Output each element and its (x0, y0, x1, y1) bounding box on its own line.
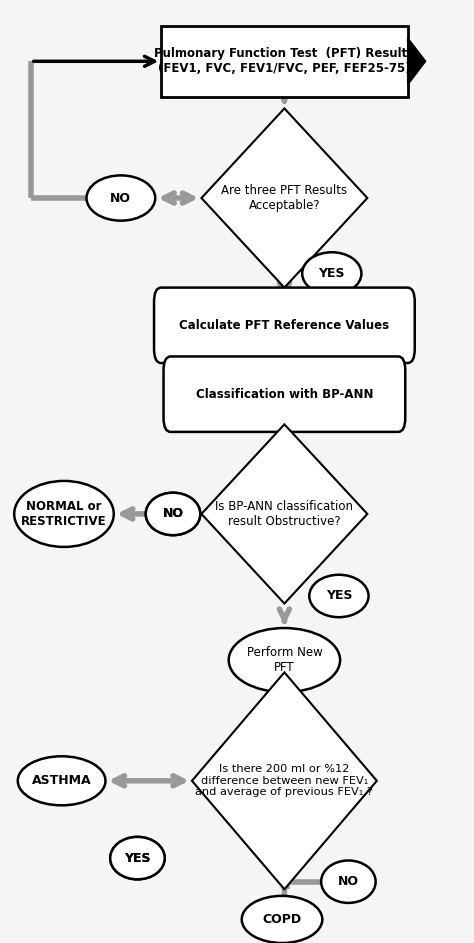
Text: Classification with BP-ANN: Classification with BP-ANN (196, 388, 373, 401)
Ellipse shape (110, 837, 164, 879)
Text: YES: YES (319, 267, 345, 280)
Ellipse shape (18, 756, 106, 805)
Ellipse shape (321, 860, 375, 903)
Text: Perform New
PFT: Perform New PFT (246, 646, 322, 674)
Text: NORMAL or
RESTRICTIVE: NORMAL or RESTRICTIVE (21, 500, 107, 528)
Text: ASTHMA: ASTHMA (32, 774, 91, 787)
Ellipse shape (14, 481, 114, 547)
Ellipse shape (86, 175, 155, 221)
Ellipse shape (242, 896, 322, 943)
Ellipse shape (146, 492, 200, 535)
Ellipse shape (302, 252, 361, 294)
Ellipse shape (110, 837, 164, 879)
Text: YES: YES (124, 852, 151, 865)
Text: YES: YES (124, 852, 151, 865)
FancyBboxPatch shape (164, 356, 405, 432)
Text: NO: NO (338, 875, 359, 888)
Ellipse shape (309, 574, 368, 617)
Polygon shape (408, 38, 426, 85)
Polygon shape (192, 672, 377, 889)
Ellipse shape (228, 628, 340, 692)
Text: Calculate PFT Reference Values: Calculate PFT Reference Values (179, 319, 390, 332)
Polygon shape (201, 424, 367, 604)
Text: Is BP-ANN classification
result Obstructive?: Is BP-ANN classification result Obstruct… (215, 500, 354, 528)
Text: Is there 200 ml or %12
difference between new FEV₁
and average of previous FEV₁ : Is there 200 ml or %12 difference betwee… (195, 764, 374, 798)
FancyBboxPatch shape (161, 25, 408, 96)
Text: NO: NO (163, 507, 183, 521)
Ellipse shape (146, 492, 200, 535)
Text: NO: NO (163, 507, 183, 521)
Text: NO: NO (110, 191, 131, 205)
Text: Pulmonary Function Test  (PFT) Results
(FEV1, FVC, FEV1/FVC, PEF, FEF25-75): Pulmonary Function Test (PFT) Results (F… (154, 47, 415, 75)
FancyBboxPatch shape (154, 288, 415, 363)
Text: COPD: COPD (263, 913, 301, 926)
Text: YES: YES (326, 589, 352, 603)
Text: Are three PFT Results
Acceptable?: Are three PFT Results Acceptable? (221, 184, 347, 212)
Polygon shape (201, 108, 367, 288)
